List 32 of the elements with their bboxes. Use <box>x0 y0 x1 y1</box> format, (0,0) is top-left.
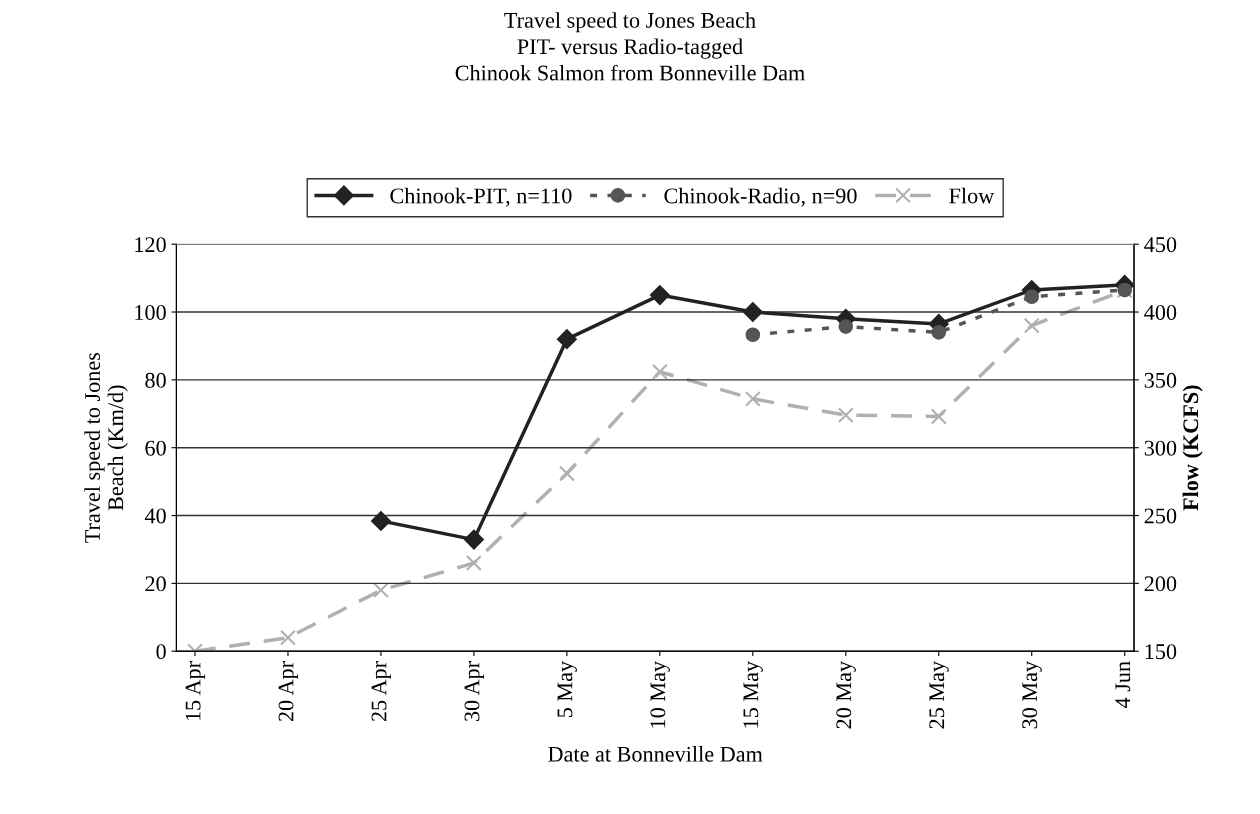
chart-title: Travel speed to Jones Beach PIT- versus Radio-tagged Chinook Salmon from Bonneville Dam <box>455 12 805 81</box>
legend-label: Chinook-Radio, n=90 <box>664 187 857 207</box>
x-tick-label: 4 Jun <box>1115 661 1131 709</box>
y2-tick-label: 200 <box>1144 576 1177 592</box>
x-tick-label: 30 May <box>1022 661 1042 729</box>
y-tick-label: 120 <box>135 237 166 253</box>
y2-tick-label: 250 <box>1144 508 1177 524</box>
y-tick-label: 100 <box>135 304 166 320</box>
y2-tick-label: 350 <box>1144 372 1177 388</box>
x-tick-label: 10 May <box>650 661 670 728</box>
x-tick-label: 5 May <box>557 661 577 718</box>
legend-label: Flow <box>949 187 995 204</box>
y-axis-title: Travel speed to Jones Beach (Km/d) <box>84 352 128 543</box>
x-tick-label: 15 May <box>743 661 763 728</box>
y-tick-label: 60 <box>145 440 166 456</box>
x-tick-label: 20 May <box>836 661 856 729</box>
x-tick-label: 25 May <box>929 661 949 729</box>
y2-tick-label: 150 <box>1145 644 1177 660</box>
y2-axis-title: Flow (KCFS) <box>1182 385 1203 511</box>
y-tick-label: 20 <box>145 576 166 592</box>
y-tick-label: 40 <box>144 508 166 524</box>
x-tick-label: 15 Apr <box>185 661 206 721</box>
x-tick-label: 25 Apr <box>371 661 392 722</box>
legend-label: Chinook-PIT, n=110 <box>390 187 572 207</box>
y2-tick-label: 450 <box>1144 237 1177 253</box>
x-axis-title: Date at Bonneville Dam <box>548 746 763 762</box>
x-tick-label: 30 Apr <box>464 661 484 721</box>
y2-tick-label: 400 <box>1144 304 1177 320</box>
y-tick-label: 0 <box>156 644 166 660</box>
y-tick-label: 80 <box>145 372 166 388</box>
x-tick-label: 20 Apr <box>278 661 299 722</box>
y2-tick-label: 300 <box>1144 440 1177 456</box>
